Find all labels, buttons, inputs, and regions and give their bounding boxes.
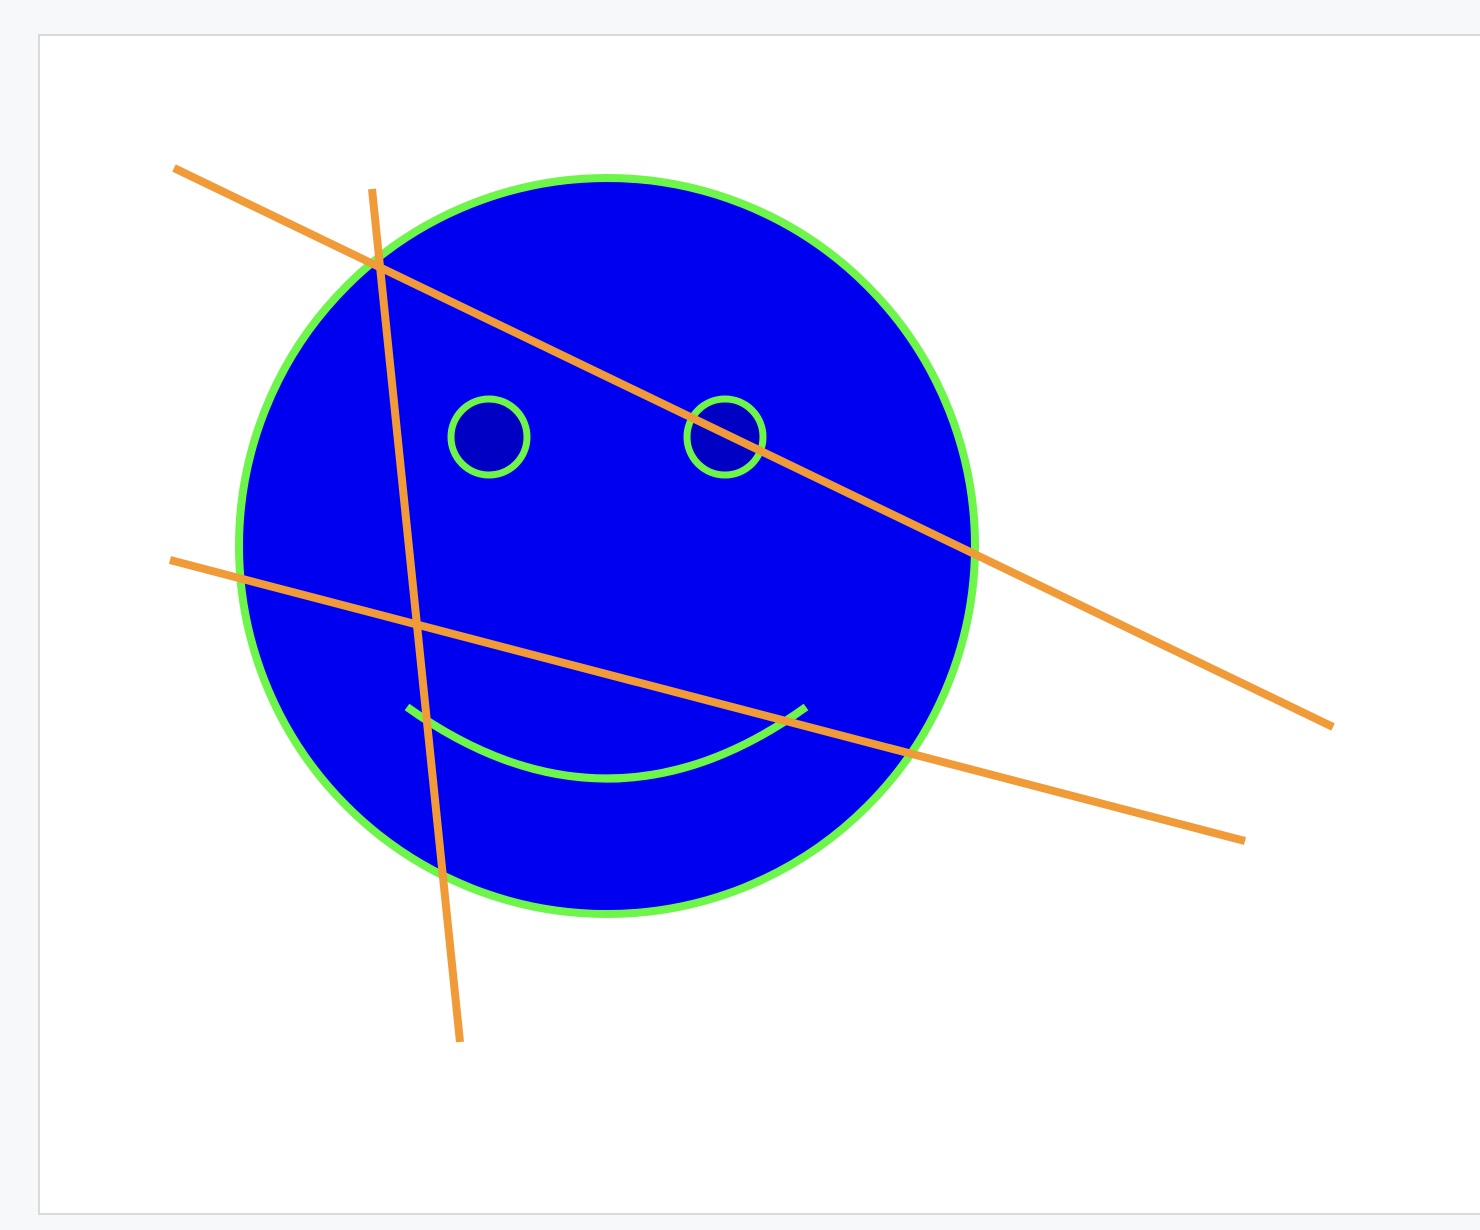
smile-mouth bbox=[404, 703, 809, 783]
orange-stroke-2 bbox=[368, 188, 464, 1043]
orange-stroke-1 bbox=[172, 164, 1335, 731]
left-eye bbox=[447, 395, 531, 479]
smiley-face bbox=[235, 174, 979, 918]
orange-stroke-3 bbox=[168, 556, 1247, 845]
